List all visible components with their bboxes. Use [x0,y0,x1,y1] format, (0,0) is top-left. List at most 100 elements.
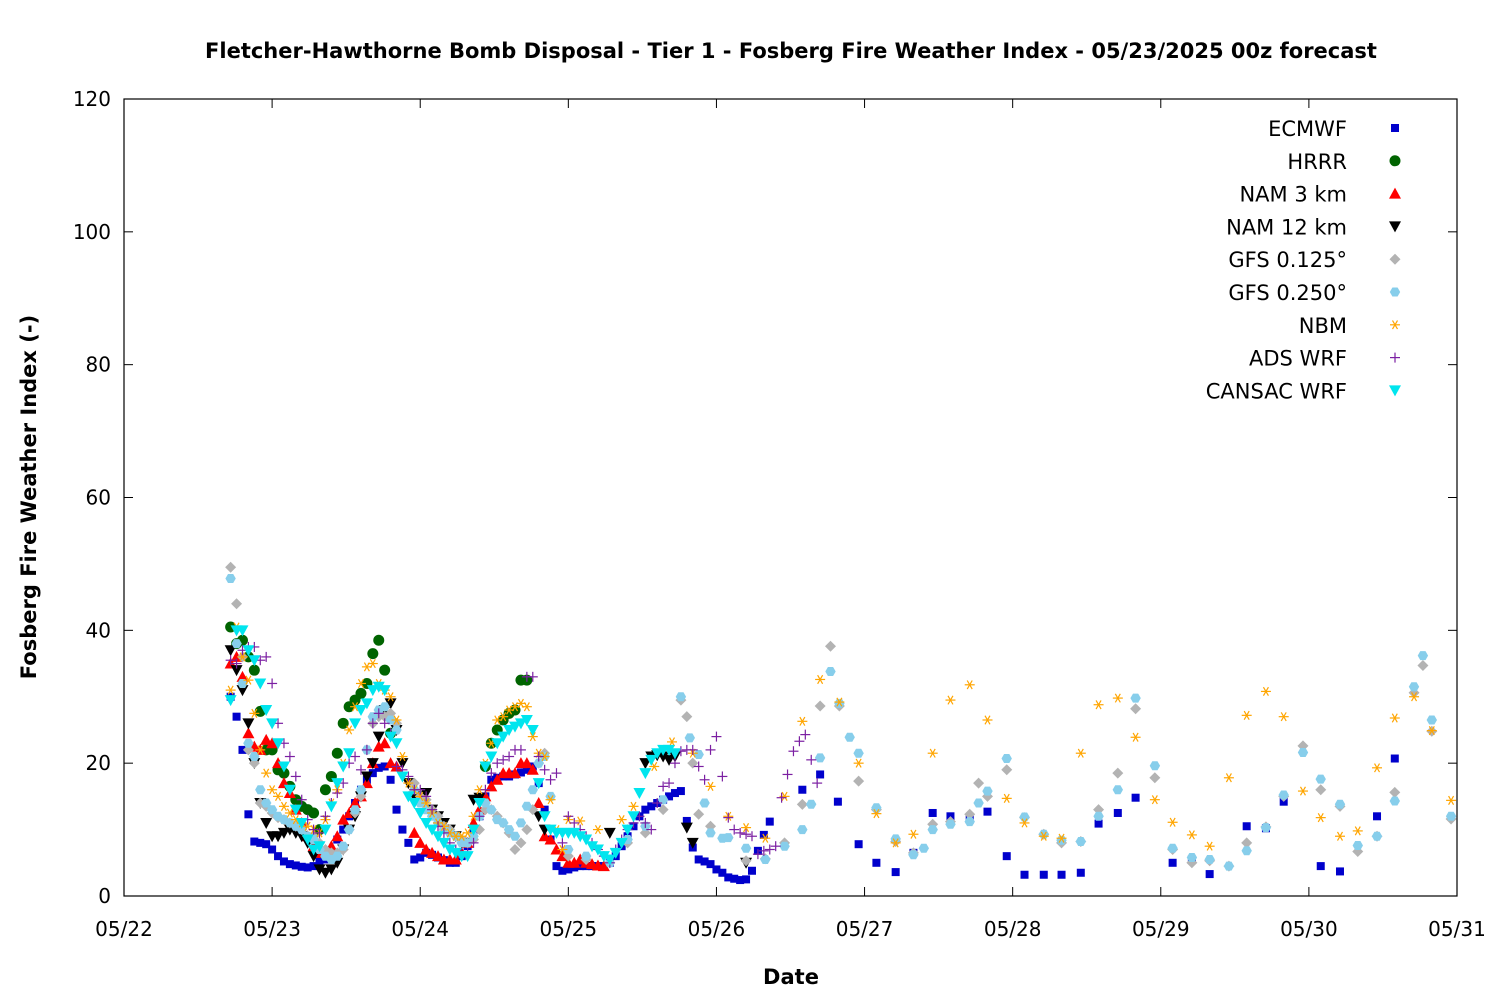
point-nbm [527,731,538,742]
point-nbm [945,695,956,705]
point-cansac-wrf [538,811,551,823]
legend-marker-ads-wrf [1390,352,1400,363]
point-gfs-0-250 [385,715,396,725]
point-hrrr [248,664,260,676]
point-nbm [278,801,289,811]
y-tick-label: 60 [86,486,111,510]
point-cansac-wrf [384,731,397,743]
point-gfs-0-250 [1278,790,1289,800]
point-nam-12-km [307,851,320,863]
point-cansac-wrf [242,645,255,657]
point-ads-wrf [812,778,823,789]
axes: 0 20 40 60 80 100 120 05/22 05/23 05/24 05/25 05/26… [73,87,1486,941]
point-nbm [1389,713,1400,723]
point-hrrr [319,784,331,796]
point-ecmwf [410,855,419,864]
x-tick-label: 05/28 [984,917,1042,941]
point-nbm [741,822,752,833]
point-nbm [1093,700,1104,710]
point-hrrr [331,747,343,759]
legend-marker-cansac-wrf [1389,385,1401,397]
point-gfs-0-250 [1297,748,1309,757]
point-cansac-wrf [343,748,356,760]
x-tick-label: 05/26 [688,917,746,941]
point-ecmwf [891,868,900,877]
point-nbm [982,715,993,725]
point-ads-wrf [782,769,793,780]
point-nam-3-km [544,833,557,845]
point-nam-3-km [331,830,344,842]
point-cansac-wrf [603,854,616,866]
point-nbm [705,781,716,792]
point-gfs-0-250 [945,819,956,829]
point-ads-wrf [527,671,538,682]
point-nbm [1278,712,1289,722]
point-ecmwf [736,876,745,885]
point-nam-3-km [337,813,350,825]
point-gfs-0-250 [825,667,836,676]
point-cansac-wrf [396,771,409,783]
point-ads-wrf [800,729,811,740]
point-ecmwf [522,765,531,774]
point-nbm [815,674,826,685]
point-nbm [249,708,260,718]
y-tick-label: 40 [86,618,111,642]
point-cansac-wrf [420,817,433,829]
point-nbm [1426,726,1437,736]
point-gfs-0-250 [973,798,984,808]
point-cansac-wrf [645,754,658,766]
point-nbm [797,716,808,726]
point-ecmwf [983,807,992,816]
point-nbm [462,828,473,838]
point-nbm [1167,817,1178,827]
point-nam-3-km [538,830,551,842]
point-gfs-0-250 [760,855,771,864]
point-ads-wrf [468,837,479,848]
point-nbm [908,829,919,839]
point-ecmwf [540,805,549,814]
point-nbm [273,791,284,801]
point-gfs-0-250 [367,712,378,722]
point-nbm [261,768,272,778]
point-ecmwf [487,775,496,784]
point-nam-3-km [360,777,373,789]
point-gfs-0-125 [973,777,985,789]
point-cansac-wrf [580,834,593,846]
point-gfs-0-250 [1408,682,1420,692]
point-ads-wrf [373,708,384,719]
legend-label-ecmwf: ECMWF [1268,117,1347,141]
point-nbm [853,758,864,768]
point-ecmwf [238,745,247,754]
point-ads-wrf [764,844,775,855]
point-cansac-wrf [366,685,379,697]
point-gfs-0-250 [844,732,855,742]
point-gfs-0-125 [521,824,533,836]
point-ads-wrf [693,761,704,772]
point-gfs-0-250 [1112,785,1123,795]
point-ecmwf [730,874,739,883]
point-cansac-wrf [236,625,249,637]
point-ads-wrf [658,781,669,792]
point-nbm [403,778,414,788]
point-cansac-wrf [272,738,285,750]
point-cansac-wrf [307,844,320,856]
point-cansac-wrf [639,768,652,780]
point-cansac-wrf [503,724,516,736]
point-gfs-0-250 [1315,774,1326,784]
point-cansac-wrf [491,738,504,750]
point-gfs-0-250 [527,785,538,795]
point-nbm [834,697,845,707]
point-cansac-wrf [390,738,403,750]
point-nam-12-km [272,831,285,843]
point-ads-wrf [379,718,390,729]
legend-label-gfs-0-125: GFS 0.125° [1228,248,1347,272]
point-ecmwf [798,785,807,794]
point-gfs-0-250 [740,843,752,853]
point-ads-wrf [557,837,568,848]
point-ecmwf [872,858,881,867]
point-gfs-0-250 [515,818,527,828]
point-gfs-0-250 [1241,846,1252,856]
point-nbm [498,712,509,722]
point-hrrr [308,807,320,819]
